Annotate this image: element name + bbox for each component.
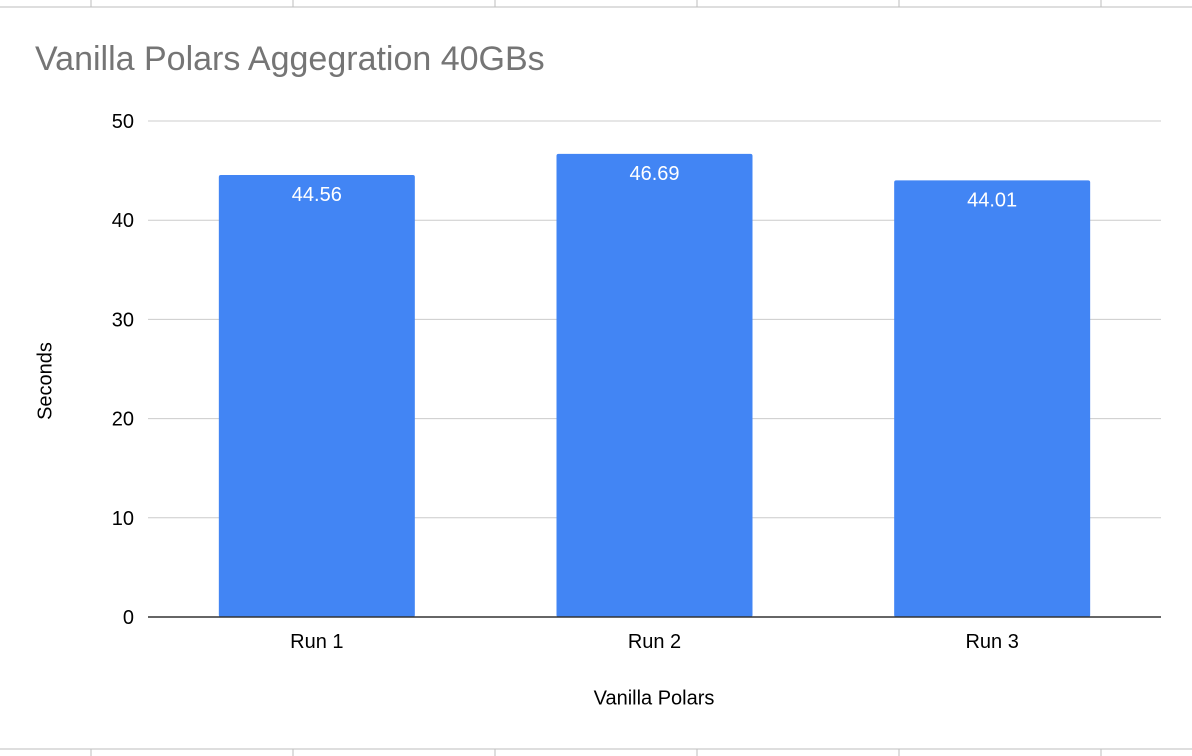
y-tick-label: 50 bbox=[112, 111, 134, 133]
bar-data-label: 44.01 bbox=[967, 189, 1017, 211]
x-tick-label: Run 3 bbox=[965, 631, 1018, 653]
bar[interactable] bbox=[894, 180, 1091, 617]
x-axis-label: Vanilla Polars bbox=[593, 687, 715, 710]
bar[interactable] bbox=[556, 153, 753, 617]
chart-title: Vanilla Polars Aggegration 40GBs bbox=[35, 40, 545, 78]
sheet-gridlines-top bbox=[0, 0, 1192, 8]
x-tick-label: Run 2 bbox=[628, 631, 681, 653]
y-tick-label: 40 bbox=[112, 210, 134, 232]
y-tick-label: 0 bbox=[123, 607, 134, 629]
sheet-gridlines-bottom bbox=[0, 748, 1192, 756]
y-tick-label: 20 bbox=[112, 409, 134, 431]
x-tick-label: Run 1 bbox=[290, 631, 343, 653]
bar-data-label: 44.56 bbox=[292, 184, 342, 206]
bar[interactable] bbox=[218, 174, 415, 618]
y-tick-label: 30 bbox=[112, 309, 134, 331]
y-tick-label: 10 bbox=[112, 508, 134, 530]
bar-data-label: 46.69 bbox=[629, 163, 679, 185]
